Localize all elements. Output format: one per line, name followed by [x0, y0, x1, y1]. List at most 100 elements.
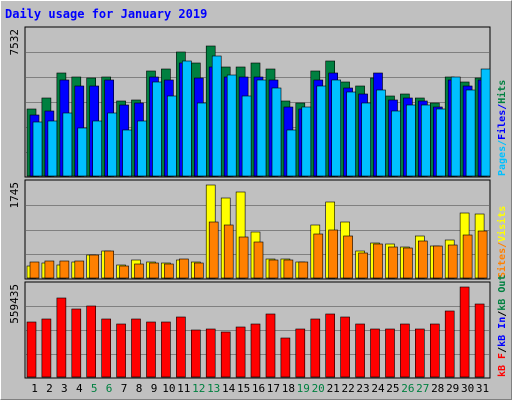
bar — [373, 243, 383, 279]
bar — [107, 112, 117, 177]
x-tick-label: 29 — [446, 382, 459, 395]
x-tick-label: 22 — [341, 382, 354, 395]
bar — [47, 120, 58, 177]
legend: kB F/kB In/kB Out — [497, 275, 508, 377]
x-tick-label: 16 — [252, 382, 265, 395]
legend-entry: kB Out — [497, 275, 508, 311]
legend: Sites/Visits — [496, 206, 508, 278]
bar — [417, 240, 428, 279]
bar — [122, 129, 132, 177]
bar — [355, 323, 365, 378]
bar — [286, 129, 297, 177]
panels: 7532 Pages/Files/Hits 1745 Sites/Visits 5594… — [8, 26, 508, 379]
bar — [137, 120, 147, 177]
bar — [376, 89, 386, 177]
bar — [295, 328, 306, 378]
legend-entry: Sites/ — [496, 242, 508, 278]
x-tick-label: 18 — [282, 382, 295, 395]
bar — [432, 245, 443, 279]
bar — [116, 323, 126, 378]
x-tick-label: 10 — [162, 382, 175, 395]
x-axis-labels: 1 2 3 4 5 6 7 8 9 10 11 12 13 14 15 16 17 18 19 20 21 22 23 24 2… — [31, 382, 489, 395]
x-tick-label: 6 — [106, 382, 113, 395]
legend: Pages/Files/Hits — [496, 80, 508, 176]
bar — [235, 326, 246, 378]
x-tick-label: 28 — [431, 382, 444, 395]
bar — [26, 321, 37, 378]
panel-visits-sites: 1745 Sites/Visits — [8, 179, 508, 280]
bar — [29, 261, 40, 279]
x-tick-label: 2 — [46, 382, 53, 395]
bar — [131, 318, 141, 378]
bar — [265, 313, 276, 378]
legend-entry: Files/ — [496, 104, 508, 140]
x-tick-label: 5 — [91, 382, 98, 395]
x-tick-label: 20 — [312, 382, 325, 395]
bar — [179, 258, 189, 279]
bar — [340, 316, 350, 378]
bar — [280, 337, 291, 378]
bar — [271, 87, 282, 177]
x-tick-label: 17 — [267, 382, 280, 395]
bar — [414, 328, 425, 378]
bar — [77, 127, 88, 177]
series-pages — [32, 55, 491, 177]
bar — [92, 120, 102, 177]
bar — [104, 250, 114, 279]
series-kb-f — [26, 286, 485, 378]
bar — [447, 244, 458, 279]
bar — [301, 106, 312, 177]
bar — [331, 79, 342, 177]
bar — [403, 247, 413, 279]
bar — [182, 60, 192, 177]
bar — [313, 233, 324, 279]
x-tick-label: 27 — [416, 382, 429, 395]
bar — [241, 95, 252, 177]
x-tick-label: 19 — [297, 382, 310, 395]
bar — [283, 259, 294, 279]
bar — [361, 102, 371, 177]
bar — [223, 224, 234, 279]
bar — [480, 68, 491, 177]
bar — [101, 318, 111, 378]
bar — [161, 321, 171, 378]
bar — [208, 221, 219, 279]
bar — [194, 262, 204, 279]
bar — [385, 328, 395, 378]
x-tick-label: 12 — [192, 382, 205, 395]
legend-entry: Visits — [496, 206, 508, 242]
bar — [310, 318, 321, 378]
bar — [74, 260, 85, 279]
x-tick-label: 30 — [461, 382, 474, 395]
bar — [250, 323, 261, 378]
bar — [370, 328, 380, 378]
axis-max-label: 7532 — [8, 29, 21, 56]
bar — [134, 263, 144, 279]
bar — [86, 305, 96, 378]
legend-entry: Hits — [496, 80, 508, 104]
bar — [41, 318, 52, 378]
bar — [238, 236, 249, 279]
bar — [176, 316, 186, 378]
bar — [89, 254, 99, 279]
legend-entry: / — [497, 311, 508, 317]
bar — [316, 85, 327, 177]
bar — [56, 297, 67, 378]
bar — [220, 331, 231, 378]
x-tick-label: 1 — [31, 382, 38, 395]
legend-entry: / — [497, 347, 508, 353]
bar — [346, 91, 356, 177]
bar — [459, 286, 470, 378]
x-tick-label: 7 — [121, 382, 128, 395]
bar — [325, 313, 336, 378]
bar — [388, 246, 398, 279]
bar — [149, 262, 159, 279]
bar — [391, 110, 401, 177]
legend-entry: kB F — [497, 353, 508, 377]
bar — [44, 260, 55, 279]
axis-max-label: 559435 — [8, 284, 21, 324]
x-tick-label: 24 — [371, 382, 385, 395]
bar — [444, 310, 455, 378]
bar — [32, 121, 43, 177]
